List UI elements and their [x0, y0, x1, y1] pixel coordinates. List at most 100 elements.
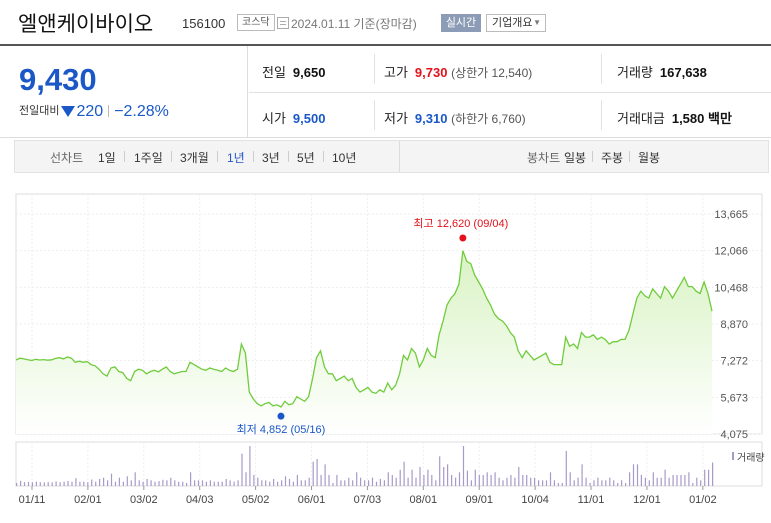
- volume-bar: [221, 481, 223, 486]
- volume-bar: [284, 476, 287, 486]
- volume-bar: [316, 459, 318, 486]
- volume-bar: [411, 469, 413, 486]
- volume-bar: [328, 475, 330, 486]
- stock-header: 엘앤케이바이오 156100 코스닥 2024.01.11 기준(장마감) 실시…: [0, 0, 771, 44]
- period-5y[interactable]: 5년: [297, 151, 315, 165]
- change-amount: 220: [76, 103, 104, 120]
- volume-bar: [455, 477, 457, 486]
- volume-bar: [640, 475, 642, 486]
- candle-daily[interactable]: 일봉: [564, 151, 587, 165]
- volume-bar: [704, 469, 706, 486]
- volume-bar: [553, 480, 555, 486]
- trade-value-amount: 1,580: [671, 111, 705, 126]
- divider: [601, 100, 602, 130]
- volume-bar: [383, 480, 385, 486]
- volume-bar: [146, 479, 148, 486]
- volume-bar: [126, 476, 128, 486]
- volume-bar: [79, 481, 81, 486]
- volume-bar: [597, 477, 599, 486]
- high-label: 고가: [384, 65, 408, 80]
- x-tick-label: 07/03: [354, 494, 382, 506]
- divider: [171, 151, 172, 162]
- y-tick-label: 12,066: [714, 246, 748, 258]
- volume-bar: [545, 480, 548, 486]
- reference-date: 2024.01.11 기준(장마감): [291, 17, 417, 31]
- volume-bar: [585, 477, 587, 486]
- volume-bar: [538, 480, 540, 486]
- company-overview-button[interactable]: 기업개요 ▼: [486, 14, 546, 32]
- volume-bar: [261, 480, 263, 486]
- volume-bar: [439, 456, 441, 486]
- volume-bar: [613, 480, 615, 486]
- period-1y[interactable]: 1년: [227, 151, 245, 165]
- x-tick-label: 05/02: [242, 494, 270, 506]
- volume-bar: [664, 469, 666, 486]
- divider: [629, 151, 630, 162]
- period-10y[interactable]: 10년: [332, 151, 357, 165]
- volume-bar: [364, 480, 366, 486]
- candle-monthly[interactable]: 월봉: [638, 151, 661, 165]
- volume-bar: [462, 446, 465, 486]
- volume-bar: [332, 483, 334, 486]
- volume-value: 167,638: [659, 65, 707, 80]
- divider: [399, 141, 400, 172]
- volume-bar: [150, 480, 152, 486]
- volume-bar: [593, 480, 595, 486]
- chevron-down-icon: ▼: [533, 18, 541, 27]
- calendar-icon: [277, 17, 289, 29]
- volume-bar: [336, 475, 338, 486]
- open-price: 시가 9,500: [262, 108, 325, 127]
- volume-bar: [241, 453, 243, 486]
- candle-weekly[interactable]: 주봉: [601, 151, 624, 165]
- volume-bar: [63, 481, 65, 486]
- volume-bar: [118, 477, 120, 486]
- price-change: 전일대비 220 −2.28%: [19, 102, 169, 121]
- x-tick-label: 01/02: [689, 494, 717, 506]
- company-overview-label: 기업개요: [492, 17, 533, 29]
- volume-bar: [348, 477, 350, 486]
- divider: [253, 151, 254, 162]
- volume-bar: [660, 477, 662, 486]
- y-tick-label: 7,272: [720, 356, 748, 368]
- volume-bar: [498, 477, 500, 486]
- volume-bar: [178, 481, 180, 486]
- volume-bar: [680, 475, 682, 486]
- x-tick-label: 08/01: [410, 494, 438, 506]
- volume-bar: [217, 481, 219, 486]
- volume-bar: [577, 477, 579, 486]
- realtime-button[interactable]: 실시간: [441, 14, 481, 32]
- x-tick-label: 09/01: [465, 494, 493, 506]
- divider: [323, 151, 324, 162]
- volume-bar: [387, 472, 389, 486]
- period-3m[interactable]: 3개월: [180, 151, 209, 165]
- volume-bar: [83, 481, 85, 486]
- x-tick-label: 03/02: [130, 494, 158, 506]
- prev-close-label: 전일: [262, 65, 286, 80]
- volume-bar: [395, 477, 397, 486]
- volume-bar: [138, 480, 140, 486]
- volume-bar: [99, 479, 101, 486]
- volume-bar: [166, 480, 168, 486]
- volume: 거래량 167,638: [617, 62, 707, 81]
- y-tick-label: 4,075: [720, 429, 748, 441]
- divider: [124, 151, 125, 162]
- high-price: 고가 9,730 (상한가 12,540): [384, 62, 532, 81]
- volume-bar: [494, 472, 496, 486]
- period-3y[interactable]: 3년: [262, 151, 280, 165]
- volume-bar: [625, 483, 627, 486]
- volume-bar: [296, 475, 298, 486]
- divider: [108, 105, 110, 117]
- period-1w[interactable]: 1주일: [134, 151, 163, 165]
- volume-bar: [95, 481, 97, 486]
- low-price: 저가 9,310 (하한가 6,760): [384, 108, 526, 127]
- volume-bar: [672, 475, 674, 486]
- volume-bar: [16, 483, 18, 486]
- period-1d[interactable]: 1일: [98, 151, 116, 165]
- volume-bar: [225, 479, 227, 486]
- volume-bar: [684, 475, 686, 486]
- volume-bar: [201, 480, 204, 486]
- volume-bar: [186, 483, 188, 486]
- x-tick-label: 01/11: [19, 494, 46, 506]
- volume-bar: [20, 480, 22, 486]
- change-percent: −2.28%: [114, 103, 169, 120]
